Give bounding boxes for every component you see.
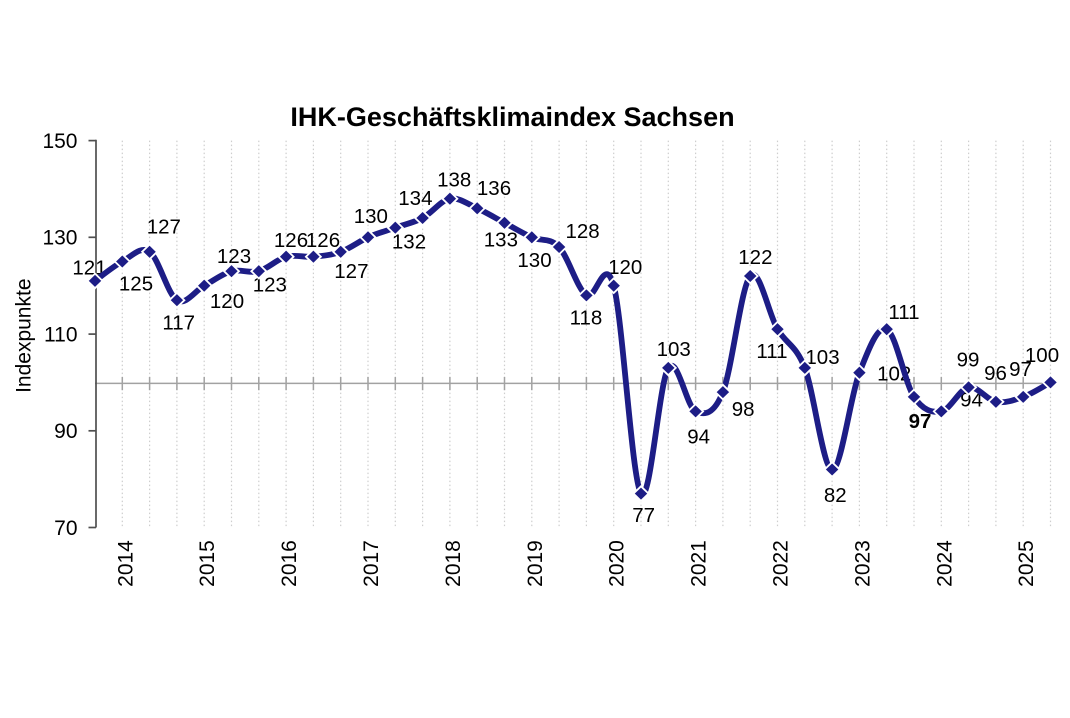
svg-text:94: 94	[687, 425, 710, 448]
svg-text:77: 77	[632, 504, 655, 527]
svg-text:126: 126	[274, 229, 308, 252]
svg-text:133: 133	[484, 228, 518, 251]
svg-text:111: 111	[888, 301, 919, 324]
svg-text:2025: 2025	[1015, 540, 1038, 587]
svg-text:130: 130	[517, 249, 551, 272]
svg-text:127: 127	[334, 260, 368, 283]
svg-text:96: 96	[984, 362, 1007, 385]
svg-text:130: 130	[42, 227, 77, 250]
svg-text:97: 97	[1009, 358, 1032, 381]
svg-text:70: 70	[54, 517, 77, 540]
svg-text:127: 127	[147, 215, 181, 238]
svg-text:2020: 2020	[606, 540, 629, 587]
svg-text:138: 138	[437, 169, 471, 192]
svg-text:97: 97	[909, 410, 932, 433]
svg-text:Indexpunkte: Indexpunkte	[13, 278, 36, 392]
svg-text:121: 121	[72, 256, 106, 279]
svg-text:150: 150	[42, 130, 77, 153]
svg-text:2021: 2021	[688, 540, 711, 587]
svg-text:136: 136	[477, 177, 511, 200]
svg-text:122: 122	[738, 246, 772, 269]
svg-text:103: 103	[657, 338, 691, 361]
svg-text:2018: 2018	[442, 540, 465, 587]
svg-text:98: 98	[732, 398, 755, 421]
svg-text:125: 125	[119, 272, 153, 295]
svg-text:2014: 2014	[114, 540, 137, 587]
svg-text:120: 120	[210, 290, 244, 313]
svg-text:123: 123	[253, 274, 287, 297]
svg-text:118: 118	[570, 306, 603, 329]
svg-text:100: 100	[1025, 344, 1059, 367]
svg-text:126: 126	[306, 229, 340, 252]
svg-text:2022: 2022	[770, 540, 793, 587]
svg-text:2016: 2016	[278, 540, 301, 587]
svg-text:2023: 2023	[851, 540, 874, 587]
svg-text:94: 94	[960, 389, 983, 412]
svg-text:2024: 2024	[933, 540, 956, 587]
svg-text:110: 110	[44, 324, 77, 347]
svg-text:2017: 2017	[360, 540, 383, 587]
svg-text:IHK-Geschäftsklimaindex Sachse: IHK-Geschäftsklimaindex Sachsen	[290, 102, 734, 132]
svg-text:130: 130	[354, 205, 388, 228]
svg-text:2019: 2019	[524, 540, 547, 587]
svg-text:134: 134	[398, 187, 432, 210]
svg-text:123: 123	[217, 245, 251, 268]
svg-text:99: 99	[957, 348, 980, 371]
svg-text:117: 117	[162, 312, 195, 335]
svg-text:90: 90	[54, 420, 77, 443]
svg-text:120: 120	[608, 256, 642, 279]
svg-text:103: 103	[805, 346, 839, 369]
svg-text:128: 128	[565, 220, 599, 243]
svg-text:132: 132	[392, 231, 426, 254]
svg-text:2015: 2015	[196, 540, 219, 587]
svg-text:111: 111	[756, 340, 787, 363]
svg-text:82: 82	[824, 484, 847, 507]
